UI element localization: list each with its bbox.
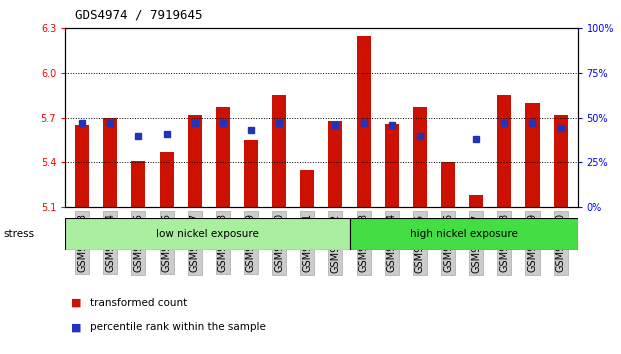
Bar (132, 161, 145, 207)
Bar (301, 170, 314, 207)
Bar (384, 124, 399, 207)
Text: GDS4974 / 7919645: GDS4974 / 7919645 (75, 9, 202, 22)
Bar (65, 218, 350, 250)
Bar (272, 95, 286, 207)
Bar (469, 195, 483, 207)
Bar (244, 140, 258, 207)
Bar (75, 125, 89, 207)
Text: ■: ■ (71, 298, 82, 308)
Text: transformed count: transformed count (90, 298, 188, 308)
Text: low nickel exposure: low nickel exposure (156, 229, 259, 239)
Bar (216, 107, 230, 207)
Text: ■: ■ (71, 322, 82, 332)
Bar (356, 36, 371, 207)
Text: stress: stress (3, 229, 34, 239)
Bar (441, 162, 455, 207)
Bar (553, 115, 568, 207)
Text: percentile rank within the sample: percentile rank within the sample (90, 322, 266, 332)
Bar (329, 121, 342, 207)
Bar (525, 103, 540, 207)
Bar (188, 115, 202, 207)
Bar (413, 107, 427, 207)
Bar (103, 118, 117, 207)
Bar (350, 218, 578, 250)
Text: high nickel exposure: high nickel exposure (410, 229, 518, 239)
Bar (160, 152, 174, 207)
Bar (497, 95, 511, 207)
